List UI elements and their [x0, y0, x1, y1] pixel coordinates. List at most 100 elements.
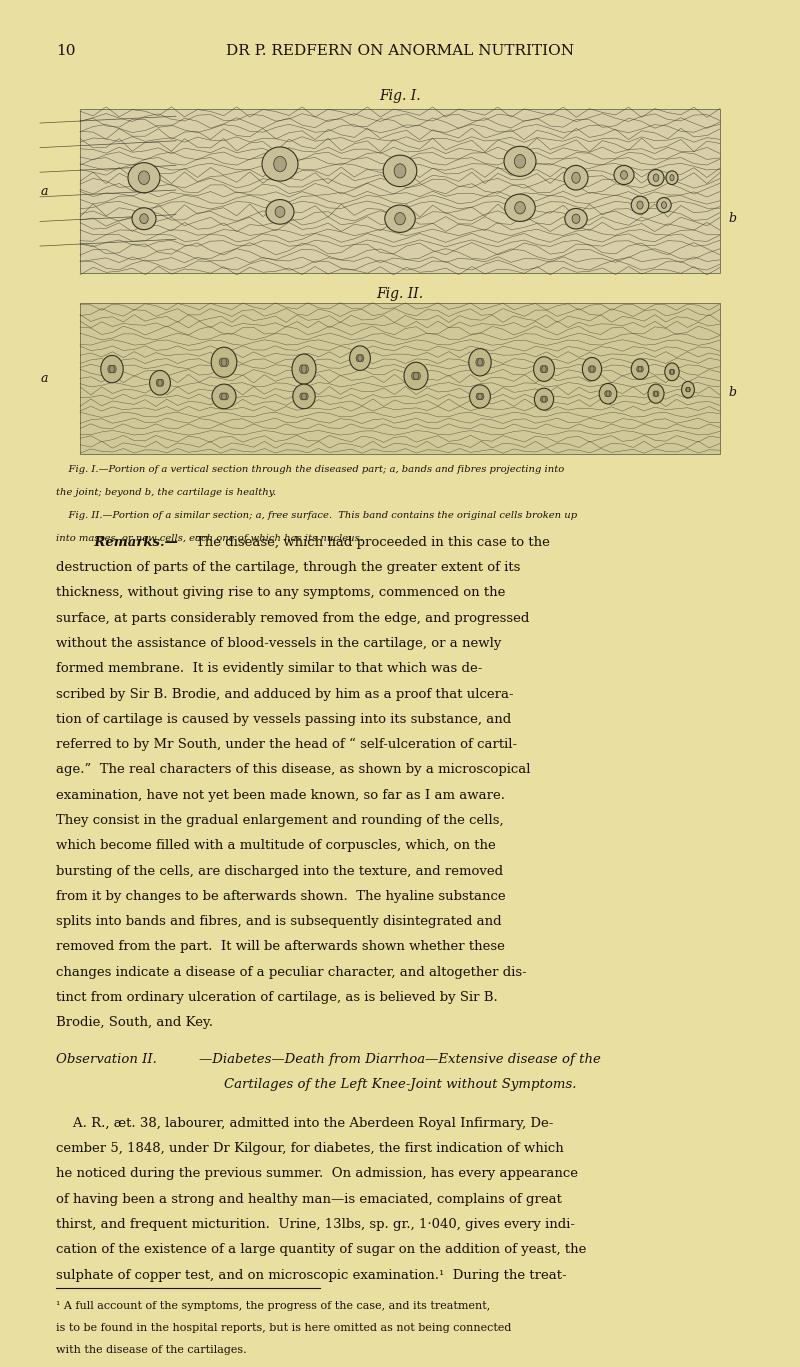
Ellipse shape	[631, 197, 649, 215]
Ellipse shape	[150, 370, 170, 395]
Ellipse shape	[302, 365, 306, 373]
Ellipse shape	[670, 369, 674, 375]
Ellipse shape	[565, 209, 587, 230]
Text: Fig. II.—Portion of a similar section; a, free surface.  This band contains the : Fig. II.—Portion of a similar section; a…	[56, 511, 577, 521]
Ellipse shape	[605, 391, 609, 396]
Text: age.”  The real characters of this disease, as shown by a microscopical: age.” The real characters of this diseas…	[56, 763, 530, 776]
Ellipse shape	[469, 349, 491, 376]
Ellipse shape	[631, 360, 649, 380]
Ellipse shape	[514, 202, 526, 215]
Ellipse shape	[654, 174, 659, 182]
Text: They consist in the gradual enlargement and rounding of the cells,: They consist in the gradual enlargement …	[56, 815, 504, 827]
Ellipse shape	[476, 394, 481, 399]
Ellipse shape	[404, 362, 428, 390]
Ellipse shape	[356, 354, 361, 362]
Ellipse shape	[101, 355, 123, 383]
Text: surface, at parts considerably removed from the edge, and progressed: surface, at parts considerably removed f…	[56, 612, 530, 625]
Ellipse shape	[350, 346, 370, 370]
Ellipse shape	[293, 384, 315, 409]
Ellipse shape	[223, 358, 229, 366]
Text: DR P. REDFERN ON ANORMAL NUTRITION: DR P. REDFERN ON ANORMAL NUTRITION	[226, 44, 574, 57]
Text: into masses, or new cells, each one of which has its nucleus.: into masses, or new cells, each one of w…	[56, 534, 363, 544]
Ellipse shape	[582, 358, 602, 381]
Ellipse shape	[542, 396, 546, 402]
Text: a: a	[41, 372, 48, 385]
Text: changes indicate a disease of a peculiar character, and altogether dis-: changes indicate a disease of a peculiar…	[56, 965, 526, 979]
Ellipse shape	[222, 392, 226, 401]
Ellipse shape	[638, 366, 642, 372]
Ellipse shape	[504, 146, 536, 176]
Ellipse shape	[540, 365, 545, 373]
Text: A. R., æt. 38, labourer, admitted into the Aberdeen Royal Infirmary, De-: A. R., æt. 38, labourer, admitted into t…	[56, 1117, 554, 1131]
Ellipse shape	[275, 206, 285, 217]
Ellipse shape	[359, 354, 364, 362]
Ellipse shape	[476, 358, 481, 366]
Ellipse shape	[219, 358, 225, 366]
Ellipse shape	[666, 171, 678, 185]
Ellipse shape	[292, 354, 316, 384]
Ellipse shape	[221, 358, 227, 366]
Text: tion of cartilage is caused by vessels passing into its substance, and: tion of cartilage is caused by vessels p…	[56, 714, 511, 726]
Ellipse shape	[158, 379, 162, 387]
Text: referred to by Mr South, under the head of “ self-ulceration of cartil-: referred to by Mr South, under the head …	[56, 738, 517, 752]
Ellipse shape	[606, 391, 610, 396]
Ellipse shape	[514, 154, 526, 168]
Text: Fig. I.: Fig. I.	[379, 89, 421, 103]
Text: cember 5, 1848, under Dr Kilgour, for diabetes, the first indication of which: cember 5, 1848, under Dr Kilgour, for di…	[56, 1143, 564, 1155]
Text: Brodie, South, and Key.: Brodie, South, and Key.	[56, 1017, 213, 1029]
Text: ¹ A full account of the symptoms, the progress of the case, and its treatment,: ¹ A full account of the symptoms, the pr…	[56, 1301, 490, 1311]
Text: scribed by Sir B. Brodie, and adduced by him as a proof that ulcera-: scribed by Sir B. Brodie, and adduced by…	[56, 688, 514, 701]
Text: Remarks.—: Remarks.—	[56, 536, 178, 550]
Text: sulphate of copper test, and on microscopic examination.¹  During the treat-: sulphate of copper test, and on microsco…	[56, 1269, 566, 1282]
Ellipse shape	[299, 365, 305, 373]
Ellipse shape	[212, 384, 236, 409]
Text: examination, have not yet been made known, so far as I am aware.: examination, have not yet been made know…	[56, 789, 505, 802]
Ellipse shape	[138, 171, 150, 185]
Text: The disease, which had proceeded in this case to the: The disease, which had proceeded in this…	[196, 536, 550, 550]
Text: without the assistance of blood-vessels in the cartilage, or a newly: without the assistance of blood-vessels …	[56, 637, 502, 651]
Ellipse shape	[534, 357, 554, 381]
Text: the joint; beyond b, the cartilage is healthy.: the joint; beyond b, the cartilage is he…	[56, 488, 276, 498]
Ellipse shape	[599, 384, 617, 405]
Ellipse shape	[211, 347, 237, 377]
Ellipse shape	[111, 365, 116, 373]
Ellipse shape	[128, 163, 160, 193]
Ellipse shape	[654, 391, 658, 396]
Ellipse shape	[670, 175, 674, 180]
Ellipse shape	[223, 392, 229, 401]
Text: Cartilages of the Left Knee-Joint without Symptoms.: Cartilages of the Left Knee-Joint withou…	[224, 1077, 576, 1091]
Ellipse shape	[572, 215, 580, 223]
Ellipse shape	[665, 364, 679, 381]
Bar	[80, 303, 720, 454]
Ellipse shape	[590, 366, 594, 372]
Ellipse shape	[686, 387, 689, 392]
Ellipse shape	[572, 172, 580, 183]
Text: Observation II.: Observation II.	[56, 1053, 157, 1066]
Ellipse shape	[383, 156, 417, 187]
Text: a: a	[41, 185, 48, 198]
Text: Fig. I.—Portion of a vertical section through the diseased part; a, bands and fi: Fig. I.—Portion of a vertical section th…	[56, 465, 564, 474]
Bar	[80, 109, 720, 273]
Text: —Diabetes—Death from Diarrhoa—Extensive disease of the: —Diabetes—Death from Diarrhoa—Extensive …	[199, 1053, 601, 1066]
Text: b: b	[728, 385, 736, 399]
Ellipse shape	[303, 365, 309, 373]
Ellipse shape	[505, 194, 535, 221]
Text: formed membrane.  It is evidently similar to that which was de-: formed membrane. It is evidently similar…	[56, 663, 482, 675]
Ellipse shape	[140, 213, 148, 224]
Ellipse shape	[411, 372, 417, 380]
Text: thirst, and frequent micturition.  Urine, 13lbs, sp. gr., 1·040, gives every ind: thirst, and frequent micturition. Urine,…	[56, 1218, 575, 1232]
Text: Fig. II.: Fig. II.	[377, 287, 423, 301]
Ellipse shape	[385, 205, 415, 232]
Ellipse shape	[470, 385, 490, 409]
Ellipse shape	[648, 384, 664, 403]
Ellipse shape	[302, 392, 306, 401]
Text: b: b	[728, 212, 736, 226]
Ellipse shape	[671, 369, 674, 375]
Ellipse shape	[687, 387, 690, 392]
Text: which become filled with a multitude of corpuscles, which, on the: which become filled with a multitude of …	[56, 839, 496, 853]
Ellipse shape	[653, 391, 657, 396]
Ellipse shape	[414, 372, 418, 380]
Ellipse shape	[266, 200, 294, 224]
Ellipse shape	[541, 396, 545, 402]
Ellipse shape	[639, 366, 643, 372]
